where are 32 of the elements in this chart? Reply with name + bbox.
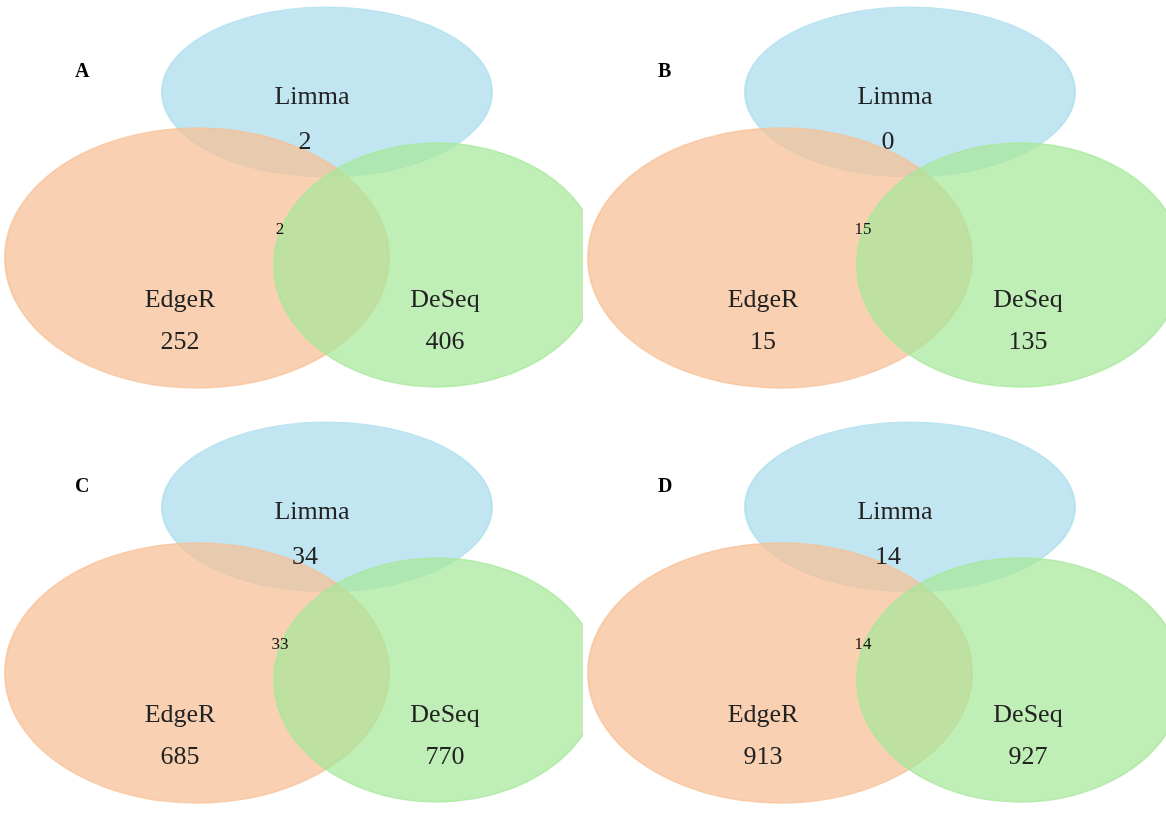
data-label: 770 — [425, 740, 465, 770]
data-label: 0 — [881, 125, 895, 155]
category-label: EdgeR — [727, 283, 800, 313]
category-label: DeSeq — [993, 698, 1063, 728]
category-label: EdgeR — [144, 283, 217, 313]
category-label: DeSeq — [993, 283, 1063, 313]
text: 33 — [271, 633, 289, 653]
category-label: Limma — [274, 80, 351, 110]
data-label: 927 — [1008, 740, 1048, 770]
data-label: 2 — [298, 125, 312, 155]
data-label: 406 — [425, 325, 465, 355]
text: B — [658, 59, 672, 81]
category-label: Limma — [857, 80, 934, 110]
data-label: 34 — [292, 540, 318, 570]
category-label: EdgeR — [727, 698, 800, 728]
category-label: DeSeq — [410, 283, 480, 313]
text: 15 — [854, 218, 872, 238]
category-label: Limma — [857, 495, 934, 525]
text: A — [75, 59, 90, 81]
text: C — [75, 474, 90, 496]
category-label: DeSeq — [410, 698, 480, 728]
data-label: 15 — [750, 325, 776, 355]
data-label: 135 — [1008, 325, 1048, 355]
data-label: 685 — [160, 740, 200, 770]
category-label: Limma — [274, 495, 351, 525]
data-label: 14 — [875, 540, 901, 570]
text: D — [658, 474, 673, 496]
text: 2 — [275, 218, 285, 238]
category-label: EdgeR — [144, 698, 217, 728]
data-label: 252 — [160, 325, 200, 355]
text: 14 — [854, 633, 872, 653]
data-label: 913 — [743, 740, 783, 770]
